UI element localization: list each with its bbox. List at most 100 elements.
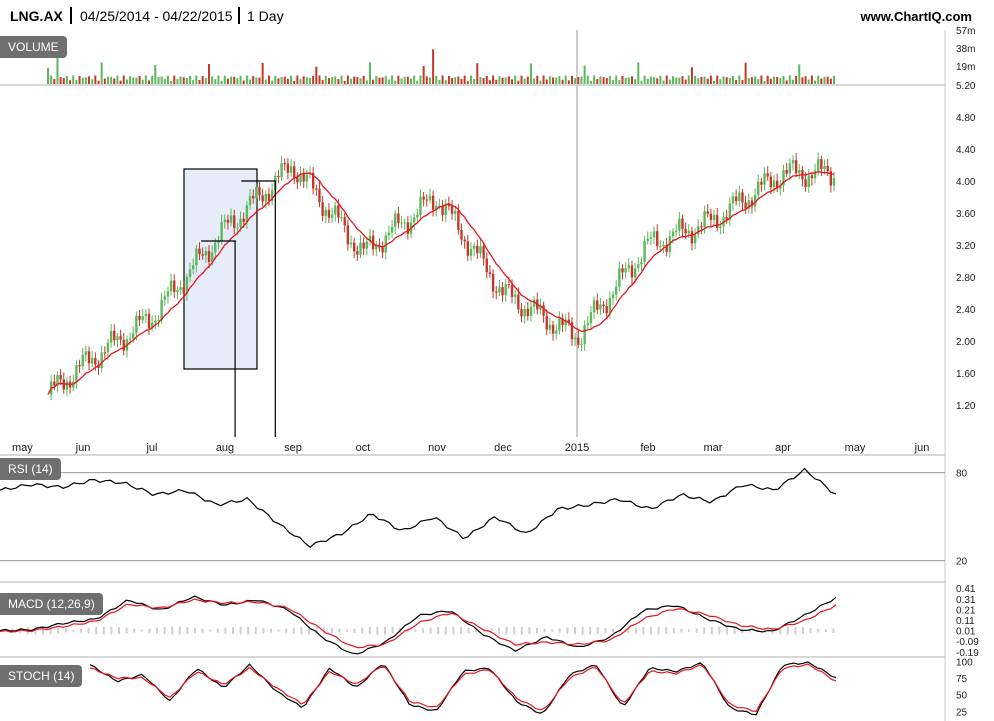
candle-body: [678, 218, 681, 231]
macd-histogram-bar: [422, 628, 424, 633]
date-range[interactable]: 04/25/2014 - 04/22/2015: [80, 8, 233, 24]
volume-bar: [353, 76, 356, 84]
candle-body: [157, 320, 160, 322]
macd-histogram-bar: [832, 628, 835, 633]
candle-body: [728, 203, 732, 220]
volume-bar: [463, 75, 466, 84]
candle-body: [725, 217, 728, 220]
volume-bar: [801, 77, 804, 84]
macd-histogram-bar: [627, 628, 630, 633]
candle-body: [454, 211, 457, 214]
macd-histogram-bar: [368, 626, 371, 635]
volume-bar: [365, 80, 368, 84]
candle-body: [59, 375, 62, 380]
volume-bar: [258, 77, 261, 84]
volume-bar: [141, 79, 144, 84]
candle-body: [267, 193, 271, 201]
volume-bar: [703, 76, 706, 84]
volume-bar: [791, 79, 794, 84]
volume-bar: [653, 76, 656, 84]
candle-body: [510, 285, 514, 297]
candle-body: [567, 319, 571, 323]
candle-body: [261, 195, 264, 202]
candle-body: [286, 163, 290, 173]
candle-body: [251, 195, 255, 199]
symbol-title[interactable]: LNG.AX: [10, 8, 63, 24]
volume-bar: [346, 75, 349, 84]
volume-bar: [267, 75, 270, 84]
macd-histogram-bar: [239, 626, 242, 635]
macd-histogram-bar: [429, 627, 432, 634]
macd-histogram-bar: [543, 628, 546, 633]
stoch-tick-label: 50: [956, 691, 968, 702]
volume-bar: [148, 80, 151, 84]
volume-bar: [558, 76, 561, 84]
candle-body: [248, 195, 252, 206]
interval-selector[interactable]: 1 Day: [247, 8, 284, 24]
header-separator: [70, 7, 72, 24]
volume-bar: [441, 75, 444, 84]
candle-body: [318, 188, 321, 203]
macd-histogram-bar: [642, 626, 645, 635]
volume-bar: [277, 78, 280, 84]
volume-bar: [612, 80, 615, 84]
macd-histogram-bar: [133, 628, 136, 633]
macd-histogram-bar: [232, 626, 234, 635]
candle-body: [245, 205, 249, 222]
volume-panel-label[interactable]: VOLUME: [0, 36, 67, 58]
volume-bar: [62, 78, 65, 84]
volume-bar: [144, 75, 147, 84]
volume-bar: [798, 64, 801, 84]
volume-bar: [233, 76, 236, 84]
macd-histogram-bar: [520, 626, 523, 635]
candle-body: [674, 230, 678, 232]
stoch-d-line: [89, 663, 837, 713]
stoch-tick-label: 25: [956, 707, 968, 718]
candle-body: [665, 244, 668, 252]
volume-bar: [627, 77, 630, 84]
volume-bar: [728, 77, 731, 84]
candle-body: [649, 237, 653, 239]
macd-panel-label[interactable]: MACD (12,26,9): [0, 593, 103, 615]
volume-bar: [192, 80, 195, 84]
volume-bar: [735, 79, 738, 84]
macd-tick-label: 0.11: [956, 616, 975, 627]
candle-body: [327, 209, 331, 218]
price-tick-label: 2.80: [956, 273, 976, 284]
volume-bar: [760, 75, 763, 84]
stoch-panel-label[interactable]: STOCH (14): [0, 665, 83, 687]
volume-bar: [823, 76, 826, 84]
candle-body: [305, 174, 309, 182]
macd-histogram-bar: [361, 627, 364, 634]
candle-body: [662, 244, 665, 247]
macd-histogram-bar: [718, 626, 721, 635]
volume-bar: [47, 67, 49, 84]
macd-histogram-bar: [102, 626, 105, 635]
macd-histogram-bar: [308, 626, 310, 635]
volume-bar: [242, 80, 245, 84]
candle-body: [321, 202, 324, 216]
candle-body: [106, 342, 110, 353]
volume-bar: [309, 77, 311, 84]
macd-histogram-bar: [110, 626, 113, 635]
volume-bar: [725, 77, 728, 84]
volume-bar: [274, 75, 277, 84]
rsi-panel-label[interactable]: RSI (14): [0, 458, 61, 480]
volume-bar: [337, 79, 340, 84]
candle-body: [479, 246, 482, 254]
price-tick-label: 2.00: [956, 337, 976, 348]
volume-bar: [113, 78, 116, 84]
volume-bar: [81, 77, 84, 84]
volume-bar: [129, 76, 132, 84]
volume-bar: [88, 76, 91, 84]
macd-histogram-bar: [57, 627, 60, 634]
macd-histogram-bar: [665, 627, 668, 635]
candle-body: [485, 258, 488, 273]
volume-bar: [719, 79, 722, 84]
brand-link[interactable]: www.ChartIQ.com: [860, 9, 972, 24]
candle-body: [450, 206, 454, 214]
volume-bar: [264, 79, 267, 84]
volume-bar: [435, 76, 438, 84]
volume-bar: [776, 76, 779, 84]
